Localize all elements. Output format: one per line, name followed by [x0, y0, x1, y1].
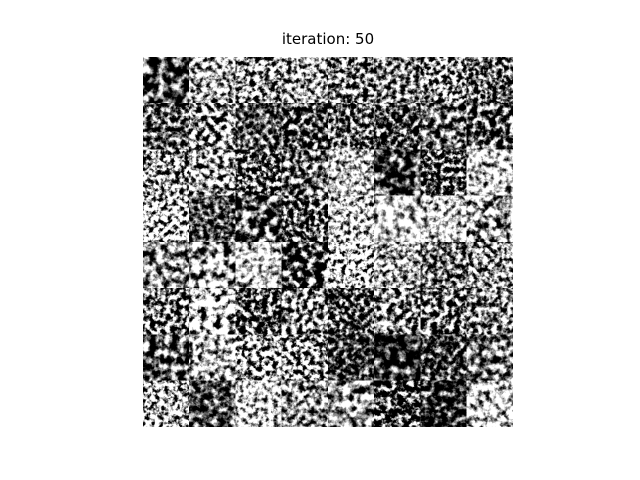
- sample-tile: [281, 57, 328, 104]
- sample-tile: [143, 195, 190, 242]
- sample-tile: [420, 149, 467, 196]
- sample-tile: [281, 103, 328, 150]
- sample-tile: [328, 149, 375, 196]
- sample-tile: [143, 149, 190, 196]
- sample-tile: [189, 288, 236, 335]
- sample-tile: [281, 288, 328, 335]
- sample-tile: [374, 149, 421, 196]
- sample-tile: [374, 103, 421, 150]
- sample-tile: [420, 195, 467, 242]
- sample-tile: [328, 103, 375, 150]
- sample-tile: [235, 149, 282, 196]
- sample-tile: [281, 242, 328, 289]
- sample-tile: [466, 288, 513, 335]
- sample-tile: [374, 334, 421, 381]
- sample-tile: [235, 242, 282, 289]
- sample-tile: [189, 380, 236, 427]
- sample-tile: [281, 195, 328, 242]
- sample-tile: [466, 57, 513, 104]
- sample-tile: [420, 334, 467, 381]
- sample-tile: [189, 334, 236, 381]
- sample-tile: [420, 242, 467, 289]
- sample-tile: [466, 195, 513, 242]
- sample-tile: [143, 380, 190, 427]
- sample-tile: [235, 195, 282, 242]
- sample-tile: [466, 334, 513, 381]
- sample-tile: [143, 103, 190, 150]
- sample-tile: [374, 195, 421, 242]
- sample-tile: [235, 334, 282, 381]
- sample-tile: [281, 380, 328, 427]
- sample-tile: [189, 103, 236, 150]
- sample-tile: [189, 57, 236, 104]
- sample-tile: [143, 288, 190, 335]
- sample-tile: [420, 103, 467, 150]
- sample-tile: [235, 288, 282, 335]
- sample-tile: [281, 149, 328, 196]
- sample-tile: [143, 57, 190, 104]
- sample-tile: [374, 57, 421, 104]
- sample-tile: [143, 242, 190, 289]
- image-grid: [143, 57, 513, 427]
- sample-tile: [281, 334, 328, 381]
- sample-tile: [466, 103, 513, 150]
- sample-tile: [374, 242, 421, 289]
- sample-tile: [328, 334, 375, 381]
- sample-tile: [420, 57, 467, 104]
- sample-tile: [466, 380, 513, 427]
- sample-tile: [374, 288, 421, 335]
- sample-tile: [466, 242, 513, 289]
- sample-tile: [235, 103, 282, 150]
- sample-tile: [328, 380, 375, 427]
- sample-tile: [420, 380, 467, 427]
- sample-tile: [189, 242, 236, 289]
- title: iteration: 50: [282, 30, 374, 48]
- sample-tile: [328, 57, 375, 104]
- sample-tile: [189, 195, 236, 242]
- sample-tile: [374, 380, 421, 427]
- sample-tile: [235, 380, 282, 427]
- sample-tile: [328, 288, 375, 335]
- sample-tile: [328, 195, 375, 242]
- sample-tile: [189, 149, 236, 196]
- sample-tile: [420, 288, 467, 335]
- sample-tile: [143, 334, 190, 381]
- sample-tile: [235, 57, 282, 104]
- sample-tile: [466, 149, 513, 196]
- sample-tile: [328, 242, 375, 289]
